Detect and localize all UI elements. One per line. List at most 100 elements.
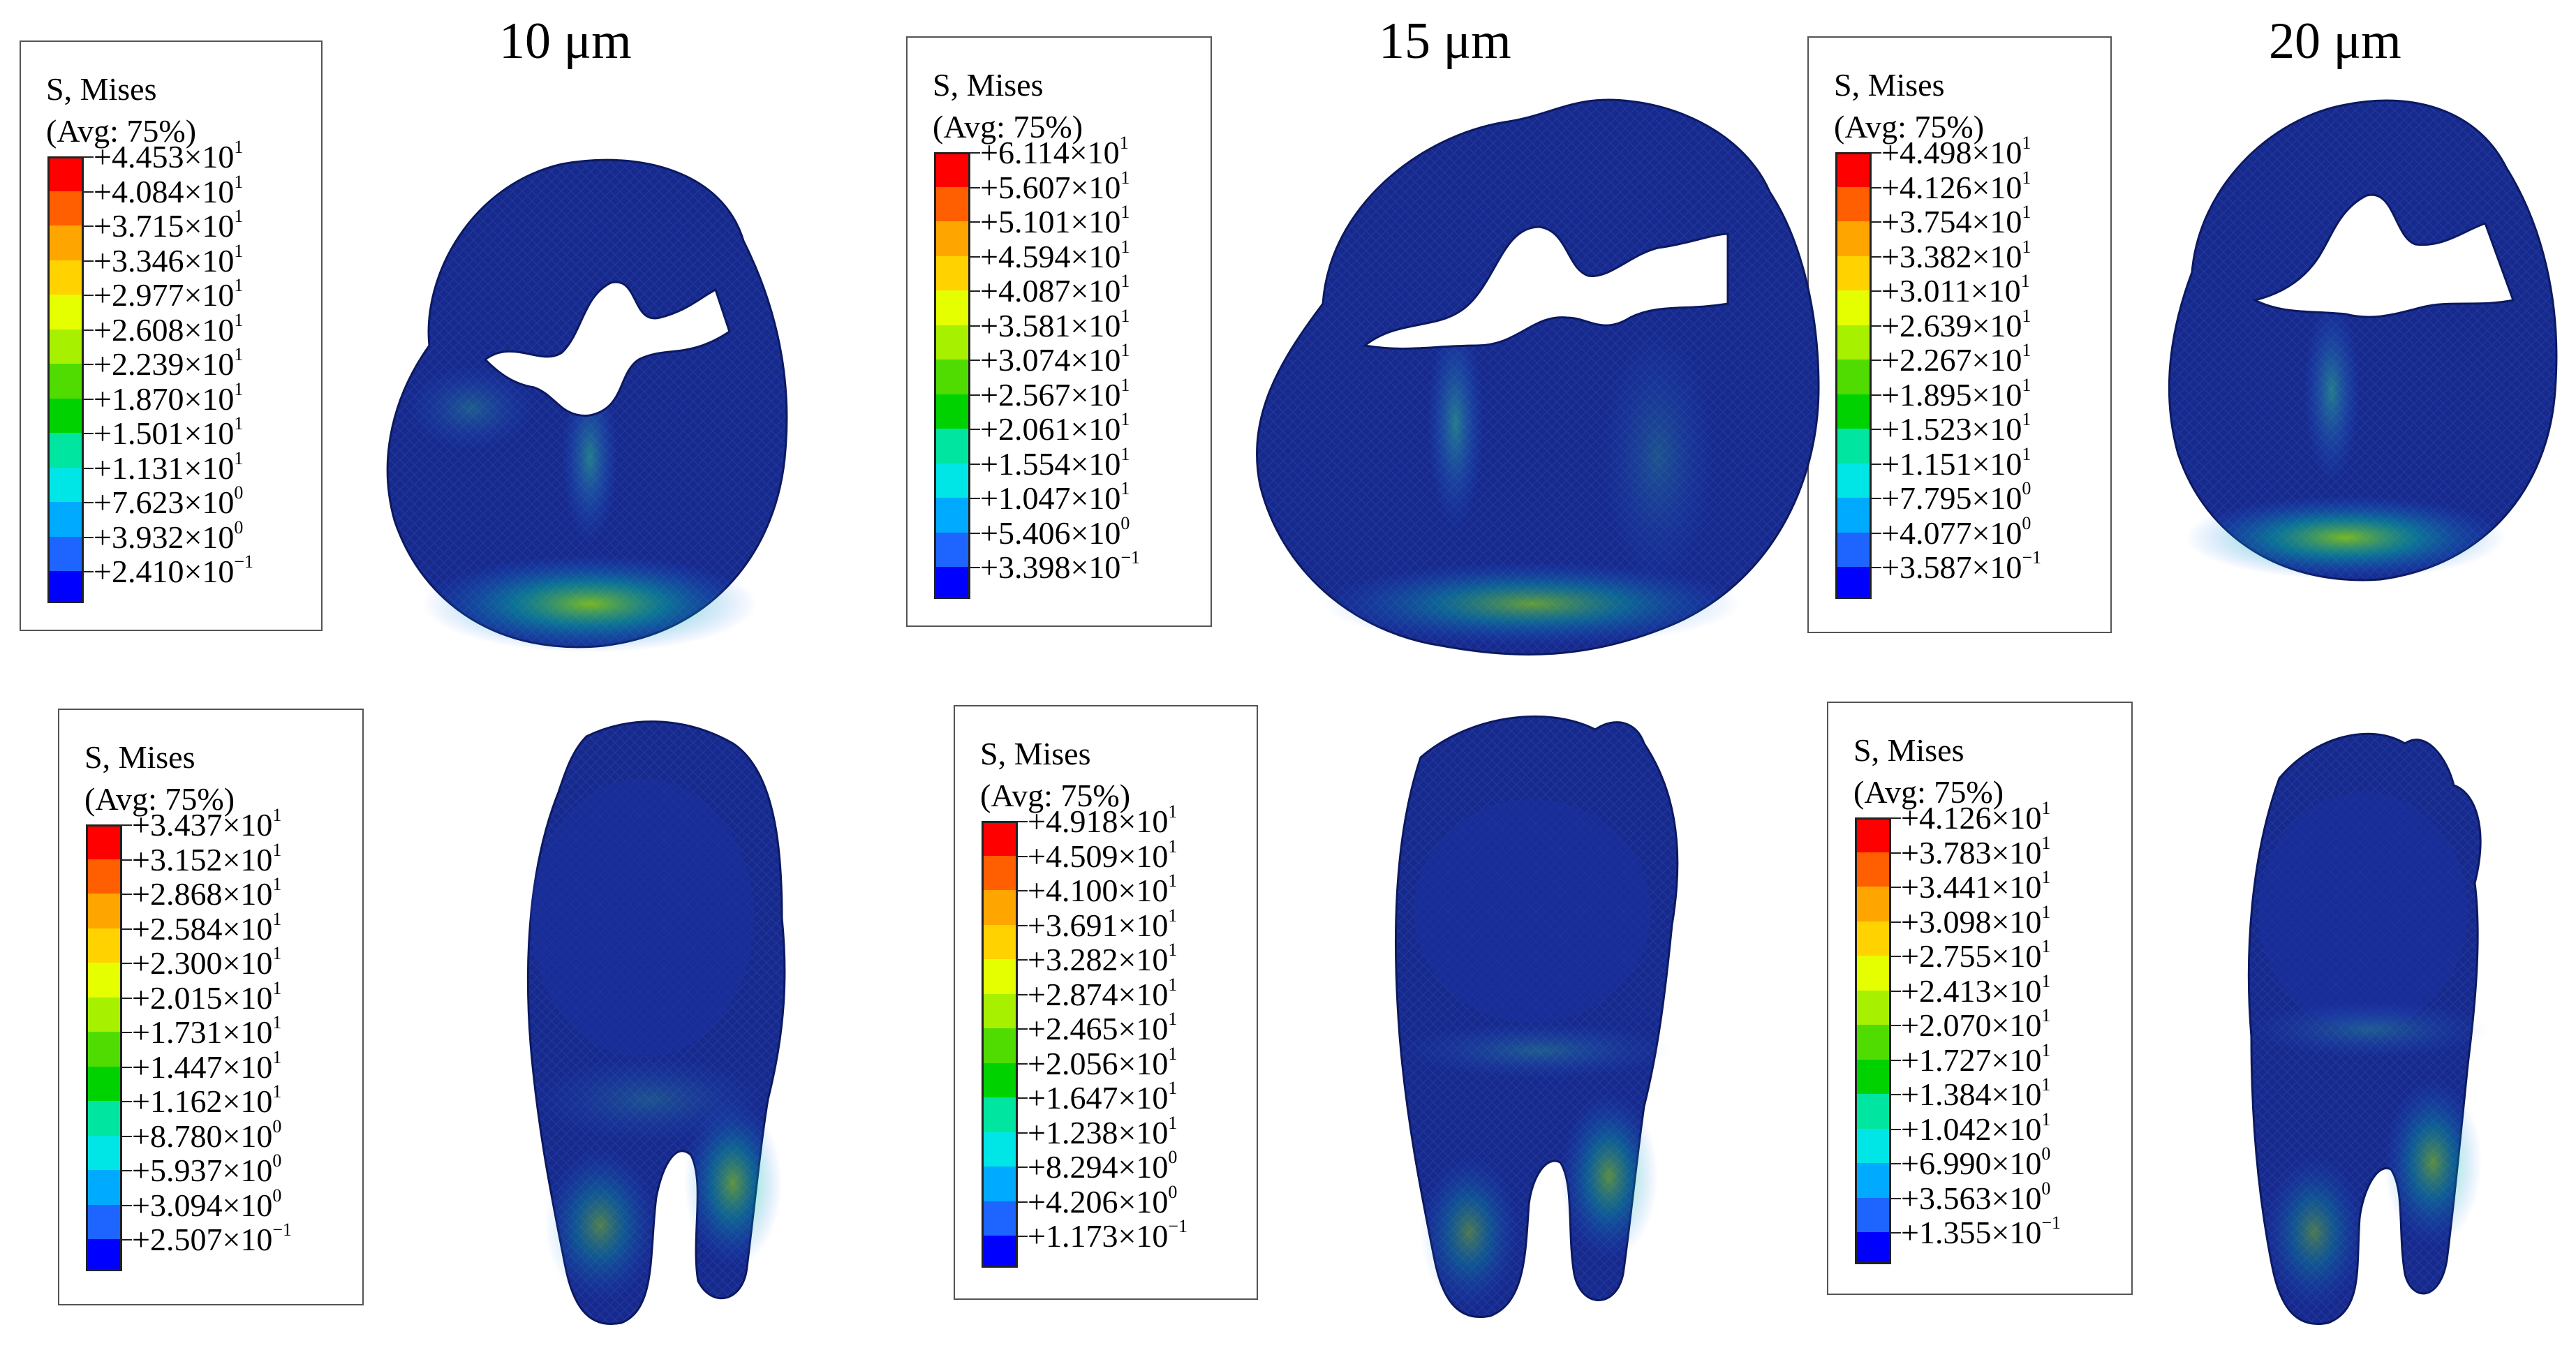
legend-value-label: +1.895×101 [1881, 374, 2031, 413]
stress-legend-20um-occlusal: S, Mises (Avg: 75%) +4.498×101 +4.126×101 +3… [1807, 36, 2112, 633]
legend-tick [1872, 394, 1881, 396]
stress-legend-15um-occlusal: S, Mises (Avg: 75%) +6.114×101 +5.607×101 +5… [906, 36, 1212, 627]
legend-tick [970, 221, 980, 223]
color-swatch [86, 859, 122, 894]
legend-value-label: +3.011×101 [1881, 271, 2030, 309]
legend-tick [122, 1135, 132, 1137]
color-swatch [982, 890, 1018, 925]
legend-value-label: +1.162×101 [132, 1081, 282, 1119]
legend-value-label: +2.868×101 [132, 874, 282, 912]
color-swatch [934, 152, 970, 187]
color-swatch [934, 394, 970, 429]
legend-value-label: +3.754×101 [1881, 202, 2031, 239]
tooth-lateral-view-15um [1365, 702, 1700, 1333]
legend-value-label: +7.795×100 [1881, 478, 2031, 516]
legend-value-label: +2.639×101 [1881, 305, 2031, 343]
color-swatch [982, 1097, 1018, 1132]
legend-value-label: +3.282×101 [1028, 940, 1178, 977]
color-swatch [86, 1204, 122, 1239]
color-swatch [47, 433, 84, 468]
color-swatch [1855, 1059, 1891, 1094]
legend-tick [122, 1239, 132, 1240]
color-swatch [1855, 852, 1891, 887]
color-swatch [86, 824, 122, 859]
legend-tick [970, 532, 980, 534]
color-swatch [982, 959, 1018, 994]
legend-value-label: +1.173×10−1 [1028, 1216, 1188, 1254]
color-swatch [934, 567, 970, 599]
legend-tick [84, 364, 94, 365]
color-swatch [47, 191, 84, 225]
color-swatch [1835, 429, 1872, 464]
legend-tick [122, 1032, 132, 1033]
legend-value-label: +4.509×101 [1028, 836, 1178, 874]
legend-value-label: +2.300×101 [132, 943, 282, 981]
legend-tick [84, 156, 94, 158]
legend-value-label: +4.453×101 [94, 137, 244, 175]
color-swatch [86, 1135, 122, 1170]
color-swatch [47, 329, 84, 364]
color-swatch [86, 1170, 122, 1205]
legend-tick [1018, 1062, 1028, 1065]
color-swatch [1835, 325, 1872, 360]
legend-tick [1891, 1025, 1901, 1026]
legend-tick [1872, 290, 1881, 292]
legend-tick [84, 225, 94, 227]
legend-tick [84, 467, 94, 469]
legend-value-label: +5.937×100 [132, 1150, 282, 1188]
legend-tick [1891, 956, 1901, 957]
legend-value-label: +3.152×101 [132, 839, 282, 877]
color-swatch [47, 156, 84, 191]
legend-tick [1891, 1197, 1901, 1199]
legend-tick [1891, 1128, 1901, 1130]
legend-tick [970, 290, 980, 292]
color-swatch [982, 924, 1018, 959]
legend-tick [1891, 990, 1901, 992]
legend-tick [1891, 1094, 1901, 1095]
color-swatch [1835, 498, 1872, 533]
color-swatch [47, 467, 84, 502]
legend-value-label: +1.238×101 [1028, 1112, 1178, 1150]
legend-value-label: +4.918×101 [1028, 801, 1178, 839]
legend-value-label: +8.780×100 [132, 1116, 282, 1154]
legend-average-note: (Avg: 75%) [933, 109, 1083, 145]
color-swatch [982, 821, 1018, 856]
legend-value-label: +1.727×101 [1901, 1039, 2051, 1078]
color-swatch [1855, 1232, 1891, 1264]
legend-value-label: +2.507×10−1 [132, 1220, 293, 1257]
stress-legend-10um-occlusal: S, Mises (Avg: 75%) +4.453×101 +4.084×101 +3… [20, 40, 323, 631]
color-swatch [47, 536, 84, 571]
legend-value-label: +3.098×101 [1901, 901, 2051, 940]
legend-tick [1872, 567, 1881, 568]
legend-tick [970, 498, 980, 499]
legend-tick [84, 502, 94, 503]
legend-value-label: +2.567×101 [980, 374, 1130, 413]
legend-tick [1872, 152, 1881, 154]
legend-tick [970, 152, 980, 154]
legend-tick [970, 567, 980, 568]
legend-value-label: +1.554×101 [980, 443, 1130, 482]
legend-value-label: +1.447×101 [132, 1046, 282, 1085]
legend-tick [1872, 360, 1881, 361]
legend-value-label: +2.465×101 [1028, 1009, 1178, 1046]
legend-value-label: +3.094×100 [132, 1185, 282, 1223]
legend-tick [122, 1170, 132, 1171]
legend-tick [1891, 921, 1901, 923]
legend-value-label: +4.087×101 [980, 271, 1130, 309]
legend-value-label: +2.413×101 [1901, 970, 2051, 1009]
color-swatch [934, 498, 970, 533]
legend-tick [122, 1101, 132, 1102]
legend-value-label: +1.523×101 [1881, 409, 2031, 447]
legend-value-label: +1.501×101 [94, 413, 244, 451]
legend-tick [1872, 532, 1881, 534]
color-swatch [934, 360, 970, 394]
legend-value-label: +2.070×101 [1901, 1005, 2051, 1043]
legend-tick [1018, 1201, 1028, 1203]
stress-legend-15um-lateral: S, Mises (Avg: 75%) +4.918×101 +4.509×101 +4… [954, 705, 1258, 1300]
color-swatch [86, 1239, 122, 1271]
color-swatch [86, 928, 122, 963]
legend-title: S, Mises [980, 736, 1091, 771]
legend-title: S, Mises [1853, 732, 1964, 768]
legend-value-label: +4.594×101 [980, 236, 1130, 274]
color-swatch [1855, 1163, 1891, 1198]
